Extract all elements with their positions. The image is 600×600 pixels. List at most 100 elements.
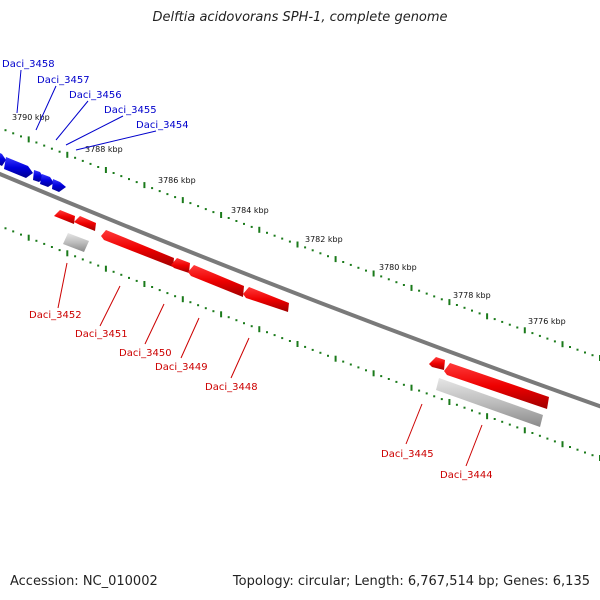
- scale-tick-major: [66, 250, 69, 257]
- scale-tick-minor: [425, 292, 428, 295]
- scale-tick-minor: [546, 337, 549, 340]
- scale-tick-minor: [433, 395, 436, 398]
- scale-tick-minor: [174, 196, 177, 199]
- gene-feature-red[interactable]: [243, 287, 289, 312]
- forward-genes: [0, 152, 66, 192]
- gene-label-daci-3456[interactable]: Daci_3456: [69, 90, 122, 101]
- gene-feature-red[interactable]: [444, 363, 549, 409]
- scale-tick-minor: [402, 383, 405, 386]
- gene-feature-blue[interactable]: [4, 157, 33, 178]
- scale-tick-minor: [197, 304, 200, 307]
- gene-feature-red[interactable]: [188, 265, 244, 297]
- scale-tick-minor: [166, 193, 169, 196]
- scale-tick-major: [181, 197, 184, 204]
- gene-feature-grey[interactable]: [436, 378, 543, 427]
- scale-tick-minor: [281, 337, 284, 340]
- scale-tick-minor: [463, 406, 466, 409]
- leader-line: [55, 100, 89, 141]
- scale-tick-major: [448, 399, 451, 405]
- scale-tick-minor: [569, 346, 571, 348]
- gene-feature-blue[interactable]: [0, 152, 6, 166]
- gene-label-daci-3450[interactable]: Daci_3450: [119, 348, 172, 359]
- scale-tick-major: [258, 226, 261, 233]
- scale-tick-minor: [81, 258, 84, 261]
- gene-label-daci-3444[interactable]: Daci_3444: [440, 470, 493, 481]
- gene-label-daci-3449[interactable]: Daci_3449: [155, 362, 208, 373]
- scale-tick-minor: [135, 181, 138, 184]
- scale-tick-minor: [174, 295, 177, 298]
- gene-feature-red[interactable]: [171, 258, 190, 273]
- scale-tick-major: [104, 167, 107, 173]
- gene-feature-red[interactable]: [54, 210, 75, 224]
- scale-tick-minor: [553, 340, 556, 343]
- scale-tick-minor: [304, 246, 307, 249]
- scale-tick-minor: [281, 237, 284, 240]
- scale-tick-minor: [189, 301, 192, 304]
- leader-line: [75, 130, 157, 151]
- scale-tick-major: [220, 212, 223, 218]
- scale-tick-minor: [365, 369, 367, 372]
- scale-tick-minor: [395, 281, 398, 284]
- gene-label-daci-3458[interactable]: Daci_3458: [2, 59, 55, 70]
- scale-tick-major: [104, 265, 107, 272]
- scale-tick-minor: [591, 354, 594, 357]
- scale-tick-minor: [319, 351, 322, 354]
- gene-label-daci-3448[interactable]: Daci_3448: [205, 382, 258, 393]
- scale-tick-major: [334, 256, 337, 263]
- scale-tick-minor: [380, 275, 383, 278]
- scale-tick-major: [410, 284, 413, 291]
- leader-line: [16, 69, 22, 114]
- scale-tick-minor: [120, 175, 123, 178]
- scale-tick-minor: [243, 222, 245, 225]
- scale-tick-major: [486, 413, 489, 420]
- scale-tick-minor: [433, 295, 436, 298]
- gene-feature-blue[interactable]: [40, 174, 54, 187]
- scale-ring-inner: [4, 227, 600, 461]
- leader-line: [144, 303, 165, 345]
- scale-tick-minor: [89, 261, 92, 264]
- scale-tick-minor: [349, 263, 352, 266]
- leader-line: [35, 85, 57, 131]
- scale-tick-minor: [166, 292, 169, 295]
- scale-tick-minor: [418, 289, 421, 292]
- tick-label: 3788 kbp: [85, 145, 123, 154]
- gene-feature-red[interactable]: [74, 216, 96, 231]
- leader-line: [465, 424, 483, 467]
- scale-tick-major: [27, 136, 30, 143]
- scale-tick-minor: [58, 150, 61, 153]
- gene-feature-red[interactable]: [101, 230, 174, 267]
- scale-tick-minor: [97, 264, 100, 267]
- scale-tick-minor: [20, 135, 22, 138]
- scale-tick-minor: [266, 331, 268, 334]
- gene-label-daci-3454[interactable]: Daci_3454: [136, 120, 189, 131]
- scale-tick-minor: [250, 325, 253, 328]
- scale-tick-minor: [304, 345, 307, 348]
- gene-label-daci-3451[interactable]: Daci_3451: [75, 329, 128, 340]
- gene-feature-red[interactable]: [429, 357, 445, 370]
- scale-tick-minor: [501, 320, 504, 323]
- gene-label-daci-3452[interactable]: Daci_3452: [29, 310, 82, 321]
- scale-tick-minor: [120, 273, 123, 276]
- gene-feature-grey[interactable]: [63, 233, 89, 252]
- scale-tick-minor: [387, 278, 390, 281]
- gene-label-daci-3445[interactable]: Daci_3445: [381, 449, 434, 460]
- tick-label: 3786 kbp: [158, 176, 196, 185]
- scale-tick-minor: [538, 334, 541, 337]
- scale-tick-minor: [455, 403, 458, 406]
- scale-tick-minor: [204, 307, 207, 310]
- gene-label-daci-3457[interactable]: Daci_3457: [37, 75, 90, 86]
- scale-tick-minor: [576, 448, 579, 451]
- scale-tick-minor: [395, 380, 398, 383]
- gene-feature-blue[interactable]: [52, 179, 66, 192]
- scale-tick-minor: [43, 144, 46, 147]
- gene-label-daci-3455[interactable]: Daci_3455: [104, 105, 157, 116]
- scale-tick-major: [296, 341, 299, 347]
- scale-tick-minor: [43, 242, 46, 245]
- scale-tick-minor: [227, 316, 230, 319]
- scale-tick-major: [181, 296, 184, 303]
- tick-label: 3776 kbp: [528, 317, 566, 326]
- pseudo-genes: [63, 233, 543, 427]
- scale-tick-minor: [508, 423, 511, 426]
- scale-tick-minor: [197, 205, 200, 208]
